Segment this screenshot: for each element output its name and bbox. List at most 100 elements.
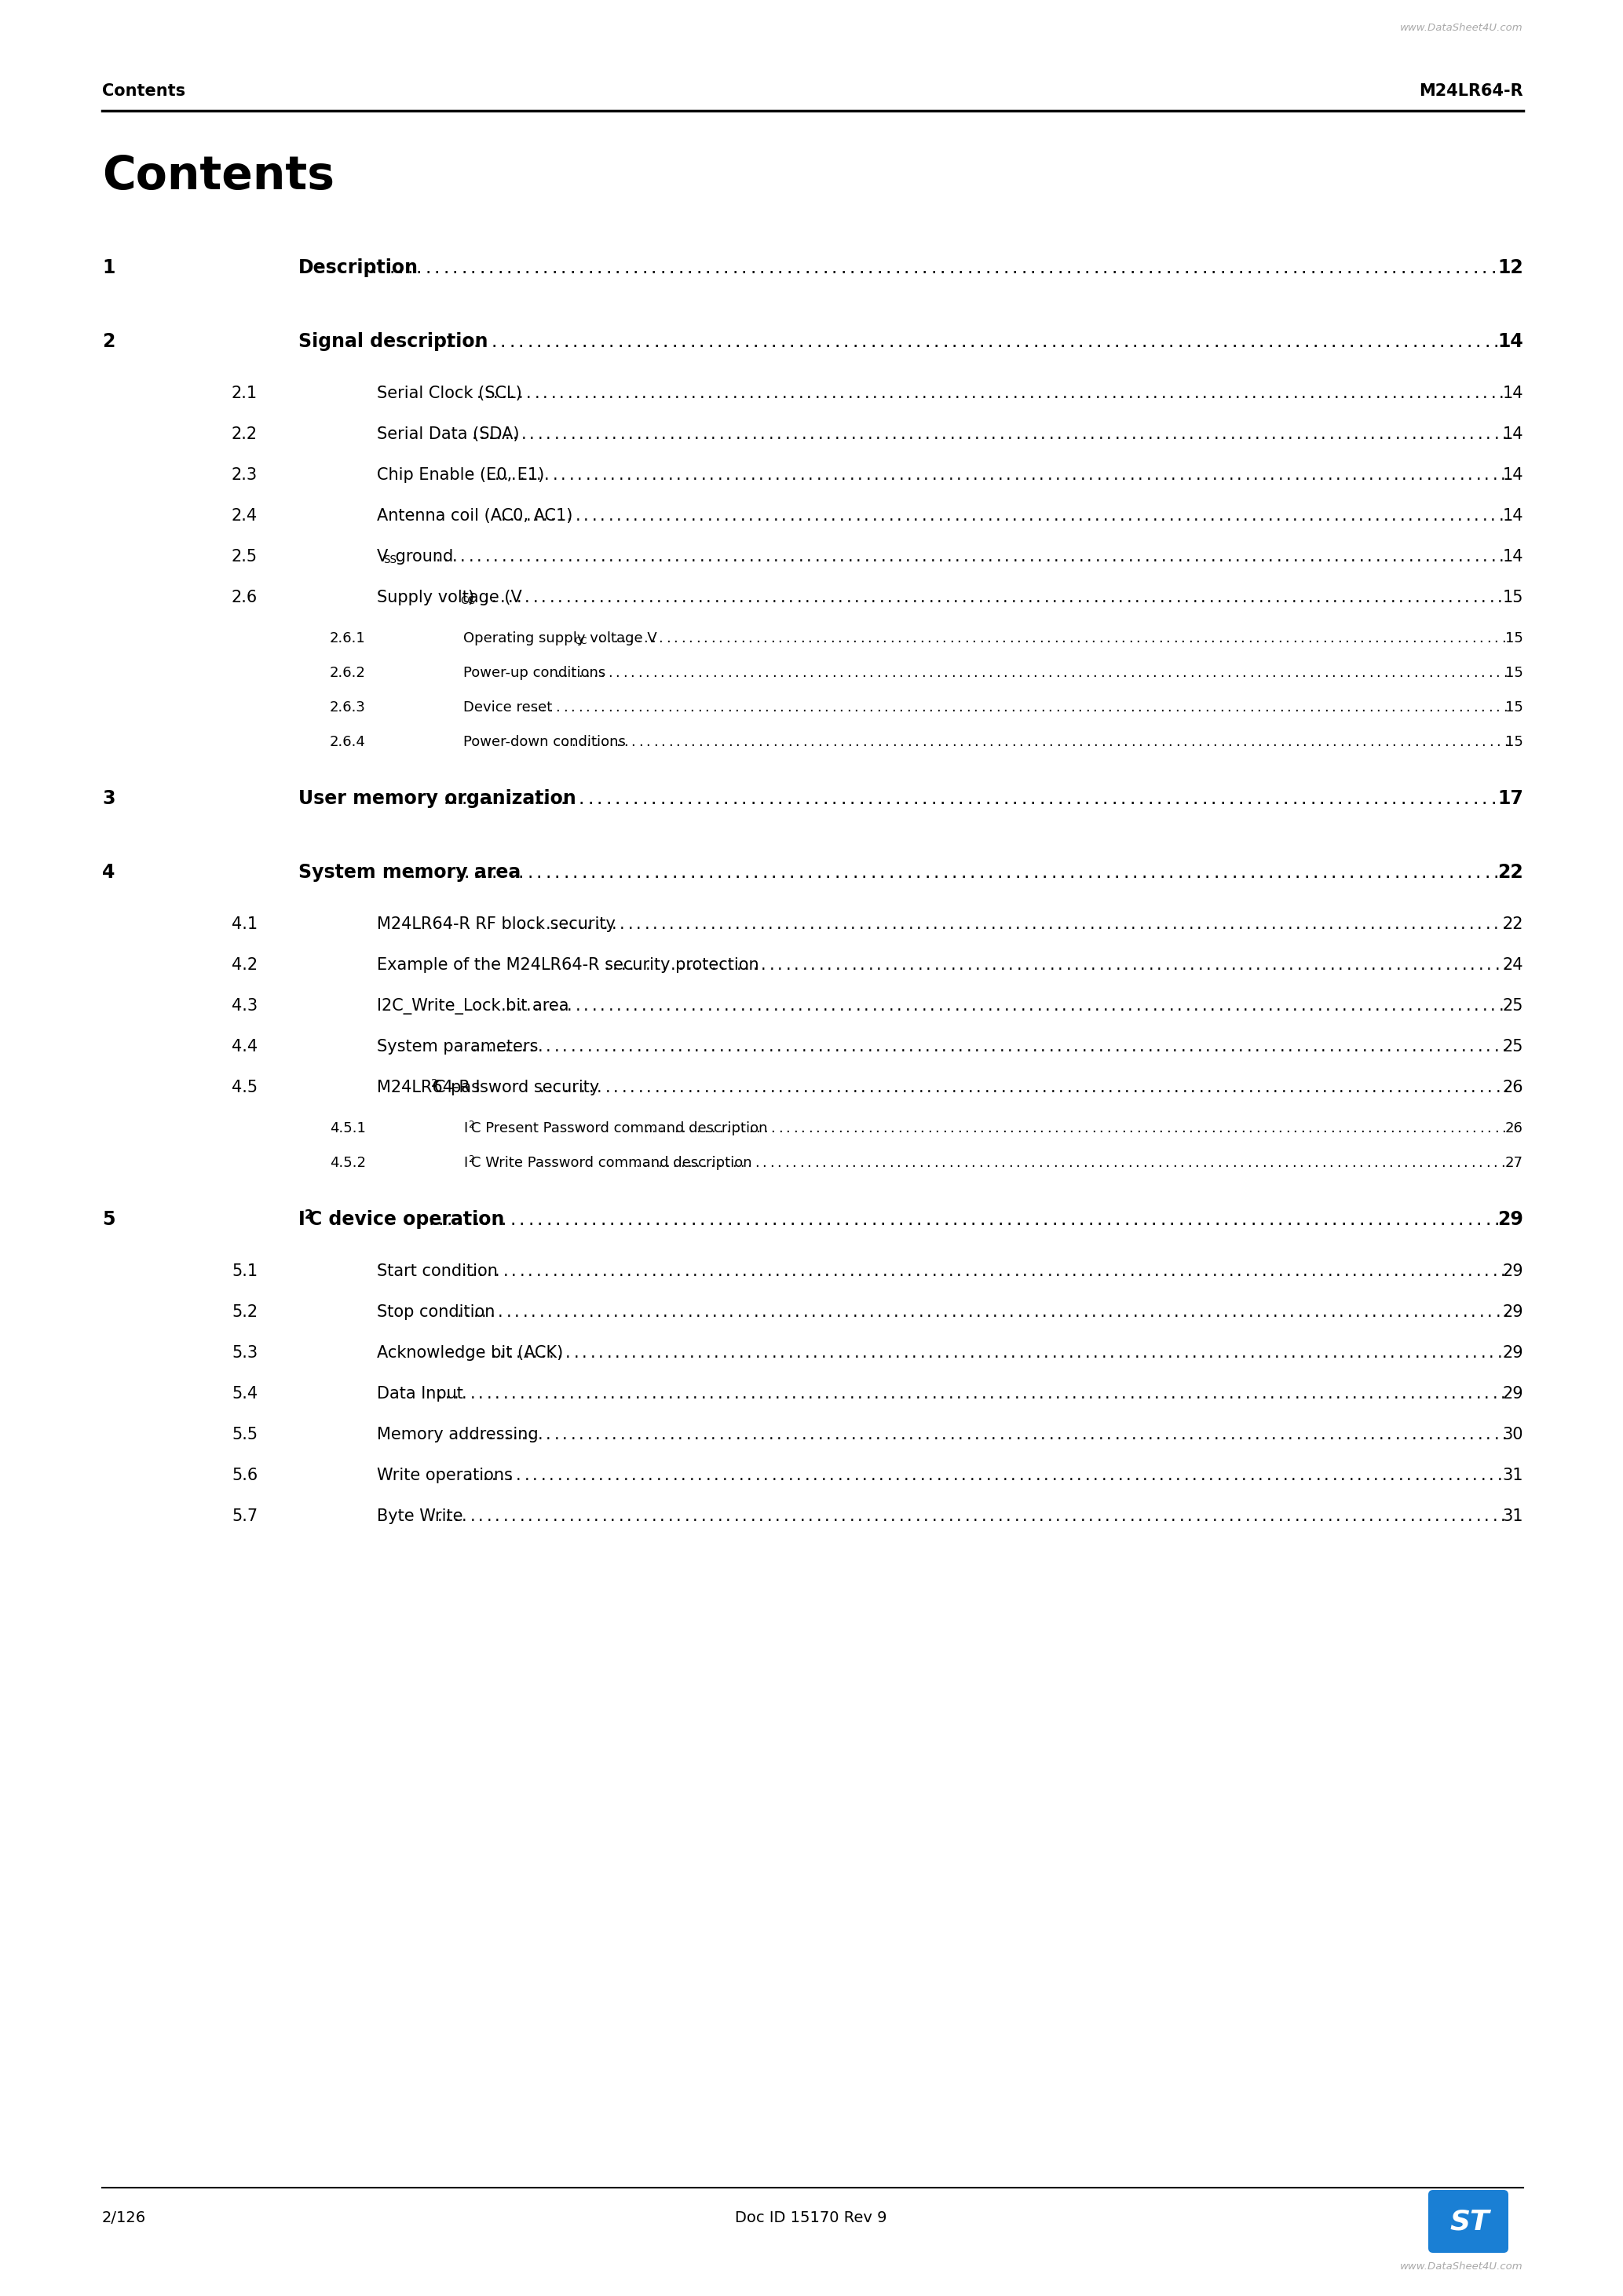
Text: .: . — [1242, 700, 1246, 714]
Text: .: . — [862, 590, 868, 606]
Text: .: . — [1375, 1120, 1380, 1137]
Text: .: . — [670, 1304, 677, 1320]
Text: .: . — [959, 1304, 964, 1320]
Text: .: . — [1493, 1038, 1500, 1054]
Text: .: . — [1061, 1120, 1066, 1137]
Text: .: . — [745, 1210, 750, 1228]
Text: .: . — [1123, 333, 1130, 351]
Text: .: . — [1376, 466, 1381, 482]
Text: .: . — [1055, 1263, 1060, 1279]
Text: .: . — [800, 1263, 805, 1279]
Text: .: . — [549, 700, 552, 714]
Text: .: . — [987, 386, 993, 402]
Text: .: . — [933, 1038, 938, 1054]
Text: .: . — [691, 386, 696, 402]
Text: .: . — [1263, 427, 1268, 443]
Text: .: . — [1021, 507, 1026, 523]
Text: .: . — [1443, 1387, 1448, 1401]
Text: .: . — [938, 549, 943, 565]
Text: .: . — [1466, 386, 1470, 402]
Text: .: . — [995, 999, 1001, 1015]
Text: .: . — [883, 1263, 888, 1279]
Text: .: . — [588, 259, 592, 278]
Text: .: . — [597, 790, 602, 808]
Text: .: . — [1412, 1038, 1417, 1054]
Text: .: . — [550, 549, 557, 565]
Text: .: . — [1242, 666, 1246, 680]
Text: .: . — [1237, 1387, 1242, 1401]
Text: .: . — [756, 507, 761, 523]
Text: .: . — [876, 957, 881, 974]
Text: .: . — [594, 1508, 599, 1525]
Text: .: . — [636, 1038, 641, 1054]
Text: .: . — [607, 666, 612, 680]
Text: .: . — [555, 1079, 560, 1095]
Text: .: . — [1076, 631, 1081, 645]
Text: .: . — [833, 1387, 837, 1401]
Text: .: . — [966, 1426, 972, 1442]
Text: .: . — [956, 1155, 961, 1171]
Text: .: . — [516, 1467, 521, 1483]
Text: .: . — [700, 507, 704, 523]
Text: 2: 2 — [467, 1120, 474, 1130]
Text: .: . — [622, 700, 626, 714]
Text: .: . — [578, 916, 584, 932]
Text: .: . — [836, 957, 841, 974]
Text: .: . — [998, 1387, 1003, 1401]
Text: .: . — [1065, 427, 1070, 443]
Text: .: . — [948, 1155, 953, 1171]
Text: .: . — [980, 466, 987, 482]
Text: .: . — [719, 427, 724, 443]
Text: .: . — [518, 507, 523, 523]
Text: .: . — [599, 631, 604, 645]
Text: .: . — [1475, 1210, 1482, 1228]
Text: .: . — [768, 916, 773, 932]
Text: .: . — [850, 1426, 855, 1442]
Text: .: . — [1071, 466, 1076, 482]
Text: .: . — [1001, 1120, 1006, 1137]
Text: .: . — [1214, 1210, 1220, 1228]
Text: .: . — [794, 1426, 799, 1442]
Text: .: . — [1099, 631, 1102, 645]
Text: .: . — [1037, 999, 1042, 1015]
Text: .: . — [1462, 1304, 1467, 1320]
Text: .: . — [787, 1304, 792, 1320]
Text: .: . — [489, 259, 493, 278]
Text: .: . — [570, 259, 575, 278]
Text: .: . — [777, 1079, 784, 1095]
Text: 25: 25 — [1503, 1038, 1524, 1054]
Text: .: . — [837, 590, 842, 606]
Text: .: . — [1258, 863, 1264, 882]
Text: .: . — [1438, 1304, 1443, 1320]
Text: .: . — [497, 259, 503, 278]
Text: .: . — [891, 916, 898, 932]
Text: .: . — [816, 666, 821, 680]
Text: .: . — [527, 1508, 532, 1525]
Text: .: . — [1047, 466, 1052, 482]
Text: .: . — [1021, 999, 1026, 1015]
Text: .: . — [925, 863, 930, 882]
Text: .: . — [1313, 1426, 1318, 1442]
Text: .: . — [708, 549, 712, 565]
Text: .: . — [1128, 549, 1133, 565]
Text: .: . — [1246, 790, 1253, 808]
Text: .: . — [940, 1387, 945, 1401]
Text: .: . — [1289, 1079, 1294, 1095]
Text: .: . — [480, 1426, 485, 1442]
Text: .: . — [857, 1263, 862, 1279]
Text: .: . — [995, 507, 1001, 523]
Text: .: . — [514, 259, 521, 278]
Text: .: . — [1389, 1155, 1393, 1171]
Text: .: . — [818, 916, 823, 932]
Text: .: . — [542, 507, 547, 523]
Text: .: . — [1233, 700, 1238, 714]
Text: .: . — [920, 700, 925, 714]
Text: .: . — [1198, 957, 1203, 974]
Text: 2.6.4: 2.6.4 — [329, 735, 365, 748]
Text: .: . — [993, 259, 1000, 278]
Text: .: . — [1203, 631, 1208, 645]
Text: .: . — [667, 700, 672, 714]
Text: .: . — [1136, 631, 1139, 645]
Text: .: . — [1170, 1508, 1177, 1525]
Text: .: . — [1503, 1079, 1509, 1095]
